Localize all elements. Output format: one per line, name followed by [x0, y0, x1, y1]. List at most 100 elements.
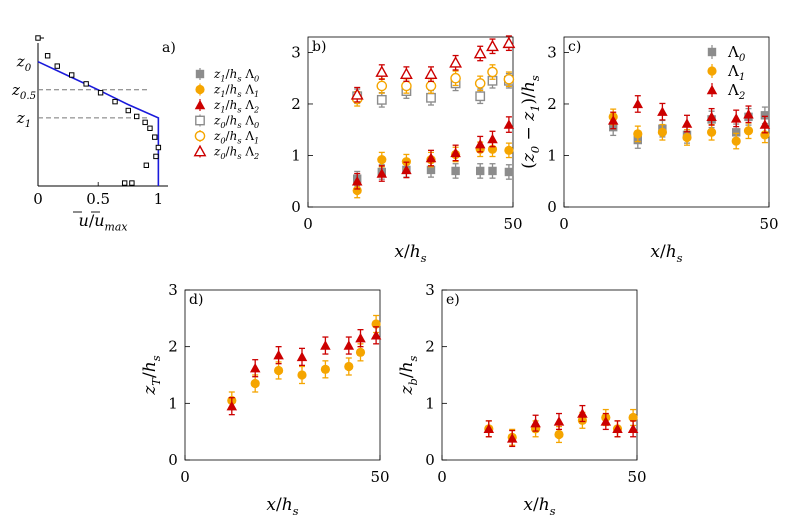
plot-frame	[184, 289, 381, 461]
legend-marker	[195, 84, 205, 95]
y-tick-label: 0	[291, 198, 301, 216]
panel-label: b)	[312, 39, 326, 55]
measured-point	[153, 153, 159, 160]
data-point	[730, 113, 742, 123]
data-point	[370, 330, 382, 340]
data-point	[474, 138, 486, 149]
data-point	[759, 119, 771, 129]
legend-label: Λ0	[727, 43, 746, 64]
panel-label: c)	[568, 39, 581, 55]
data-point	[273, 349, 284, 360]
data-point	[743, 126, 754, 136]
measured-point	[155, 144, 162, 151]
data-point	[487, 66, 498, 78]
y-tick-label-z05: z0.5	[11, 81, 36, 102]
data-point	[474, 78, 486, 89]
x-axis-label: x/hs	[650, 242, 682, 265]
data-point	[657, 127, 668, 137]
data-point	[504, 145, 514, 155]
series--1	[227, 314, 381, 410]
x-tick-label: 0	[33, 190, 43, 208]
measured-point	[143, 162, 150, 168]
data-point	[351, 175, 363, 186]
data-point	[760, 111, 770, 120]
legend-marker	[194, 130, 206, 142]
data-point	[376, 80, 388, 92]
data-point	[320, 364, 330, 374]
y-tick-label: 2	[547, 95, 557, 113]
data-point	[600, 416, 612, 426]
panel-d: 0 1 2 3 0 50 d) x/hs zT/hs	[140, 281, 390, 518]
panel-label: d)	[189, 292, 203, 308]
legend-marker	[706, 84, 718, 95]
data-point	[554, 429, 564, 440]
data-point	[355, 347, 366, 357]
measured-point	[121, 180, 128, 186]
measured-point	[142, 119, 148, 126]
x-axis-label: x/hs	[394, 242, 426, 265]
panel-label: e)	[446, 292, 460, 308]
y-tick-label: 3	[425, 281, 435, 299]
measured-point	[129, 180, 135, 186]
legend-marker	[195, 115, 205, 126]
x-tick-label: 0	[437, 468, 447, 486]
data-point	[450, 147, 461, 158]
measured-point	[125, 107, 131, 114]
data-point	[743, 109, 754, 119]
y-tick-label-z1: z1	[16, 109, 31, 130]
data-point	[376, 168, 388, 178]
y-tick-label: 0	[425, 451, 435, 469]
legend-label: z1/hs Λ2	[213, 98, 259, 114]
panel-label: a)	[162, 40, 176, 56]
data-point	[449, 56, 463, 68]
data-point	[426, 165, 436, 175]
measured-point	[97, 90, 104, 96]
legend-label: z0/hs Λ2	[213, 145, 259, 161]
data-point	[682, 132, 692, 143]
measured-point	[35, 35, 41, 41]
data-point	[628, 412, 638, 423]
data-point	[343, 340, 355, 350]
x-tick-label: 50	[627, 468, 646, 486]
velocity-profile-line	[37, 60, 160, 186]
series--2	[483, 404, 639, 448]
data-point	[488, 166, 497, 176]
measured-point	[112, 98, 118, 105]
legend-marker	[194, 99, 206, 110]
data-point	[376, 94, 387, 105]
y-tick-label: 2	[425, 338, 435, 356]
series-z1-hs-2	[351, 116, 515, 190]
y-axis-label: zb/hs	[397, 355, 420, 395]
legend-label: Λ2	[727, 81, 745, 102]
data-point	[274, 365, 284, 376]
data-point	[607, 115, 619, 125]
data-point	[350, 88, 364, 100]
data-point	[451, 166, 460, 176]
x-tick-label: 0	[303, 215, 313, 233]
x-axis-label: x/hs	[523, 495, 555, 518]
plot-frame	[563, 36, 770, 208]
panel-e: 0 1 2 3 0 50 e) x/hs zb/hs	[397, 281, 647, 518]
y-tick-label: 0	[168, 451, 178, 469]
data-point	[530, 417, 541, 428]
data-point	[627, 423, 639, 434]
data-point	[707, 127, 717, 137]
x-tick-label: 50	[370, 468, 389, 486]
panel-a: 0 0.5 1 z0 z0.5 z1 a) u/umax	[11, 35, 176, 233]
data-point	[226, 400, 238, 411]
measured-point	[134, 113, 140, 120]
measured-point	[83, 81, 89, 87]
data-point	[375, 65, 389, 77]
measured-point	[69, 72, 75, 78]
data-point	[476, 166, 485, 176]
measured-point	[44, 53, 51, 59]
legend-label: z0/hs Λ1	[213, 129, 259, 145]
y-tick-label: 3	[547, 43, 557, 61]
data-point	[344, 361, 354, 372]
measured-point	[152, 134, 158, 140]
measured-point	[54, 63, 60, 69]
y-tick-label: 0	[547, 198, 557, 216]
legend-label: Λ1	[727, 62, 745, 83]
data-point	[425, 80, 437, 92]
